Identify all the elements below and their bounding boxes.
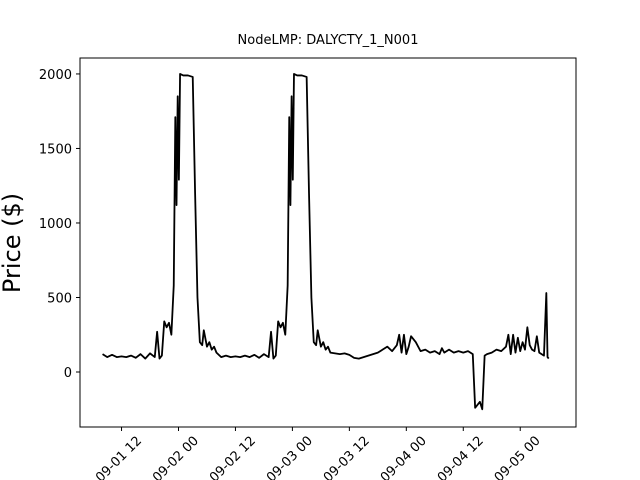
plot-frame bbox=[79, 57, 577, 428]
price-line bbox=[102, 73, 550, 411]
y-tick-label: 0 bbox=[64, 366, 72, 381]
y-axis-label: Price ($) bbox=[0, 193, 26, 293]
chart-title: NodeLMP: DALYCTY_1_N001 bbox=[238, 33, 419, 48]
y-tick-label: 1500 bbox=[39, 142, 72, 157]
x-tick-label: 09-03 00 bbox=[264, 434, 316, 480]
y-tick-label: 2000 bbox=[39, 68, 72, 83]
x-tick-label: 09-05 00 bbox=[492, 434, 544, 480]
y-tick-label: 1000 bbox=[39, 217, 72, 232]
x-tick-label: 09-04 12 bbox=[435, 434, 487, 480]
y-tick-label: 500 bbox=[47, 291, 72, 306]
x-tick-label: 09-02 12 bbox=[207, 434, 259, 480]
x-tick-label: 09-01 12 bbox=[93, 434, 145, 480]
x-tick-label: 09-02 00 bbox=[150, 434, 202, 480]
x-tick-label: 09-04 00 bbox=[378, 434, 430, 480]
x-tick-label: 09-03 12 bbox=[321, 434, 373, 480]
